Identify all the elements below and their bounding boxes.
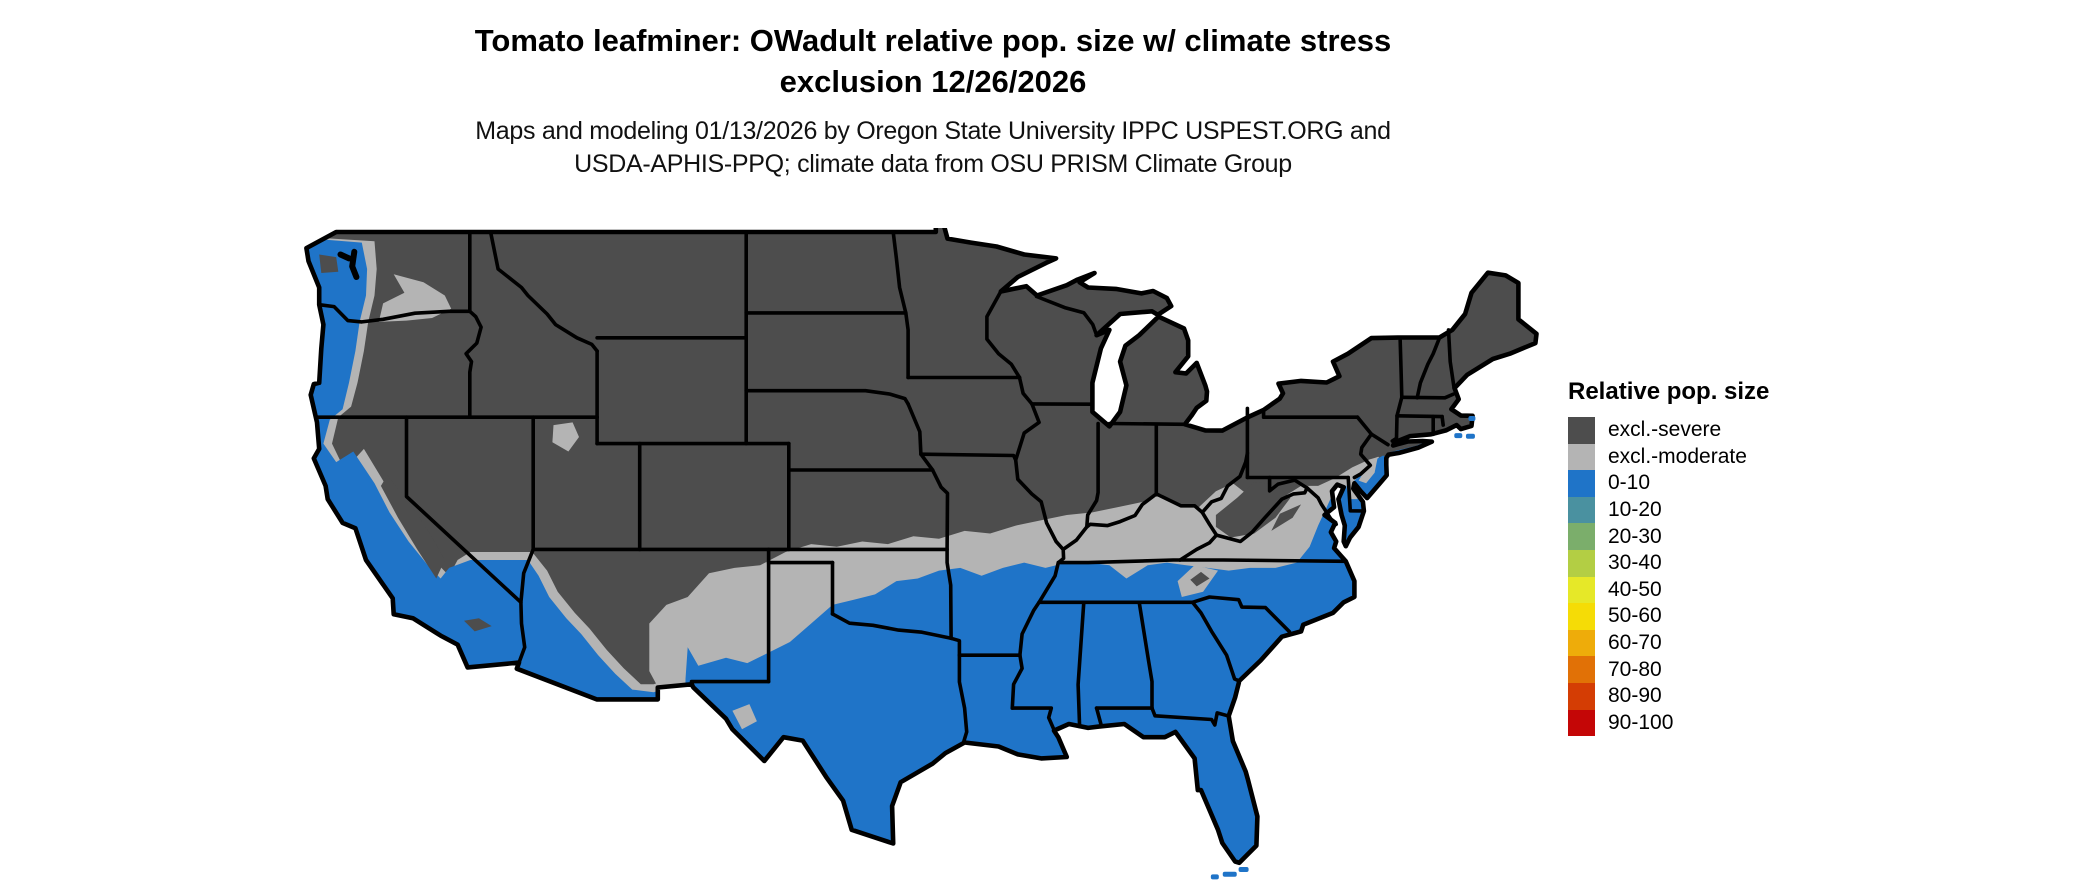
island-dot <box>1238 866 1249 872</box>
map-subtitle-line2: USDA-APHIS-PPQ; climate data from OSU PR… <box>574 150 1292 178</box>
legend-label: 10-20 <box>1608 498 1662 522</box>
legend-swatch <box>1568 549 1595 577</box>
map-subtitle: Maps and modeling 01/13/2026 by Oregon S… <box>0 115 1866 181</box>
legend-label: excl.-severe <box>1608 418 1722 442</box>
legend-row: 10-20 <box>1568 496 1828 524</box>
legend-swatch <box>1568 417 1595 444</box>
legend-row: 0-10 <box>1568 470 1828 497</box>
legend-swatch <box>1568 523 1595 550</box>
legend-row: 50-60 <box>1568 603 1828 630</box>
legend-row: excl.-moderate <box>1568 443 1828 471</box>
legend-row: 90-100 <box>1568 709 1828 737</box>
legend-row: excl.-severe <box>1568 417 1828 444</box>
island-dot <box>1465 433 1475 439</box>
island-dot <box>1454 433 1463 439</box>
legend-label: 80-90 <box>1608 684 1662 708</box>
legend-label: 50-60 <box>1608 604 1662 628</box>
island-dot <box>1210 874 1219 880</box>
legend-swatch <box>1568 496 1595 524</box>
legend-label: 20-30 <box>1608 524 1662 548</box>
legend-label: excl.-moderate <box>1608 444 1747 468</box>
map-subtitle-line1: Maps and modeling 01/13/2026 by Oregon S… <box>475 117 1391 145</box>
legend-title: Relative pop. size <box>1568 378 1770 405</box>
legend-swatch <box>1568 603 1595 630</box>
legend-row: 80-90 <box>1568 682 1828 710</box>
legend-row: 70-80 <box>1568 656 1828 683</box>
legend-swatch <box>1568 682 1595 710</box>
legend-swatch <box>1568 656 1595 683</box>
legend-label: 0-10 <box>1608 471 1651 495</box>
legend-swatch <box>1568 576 1595 604</box>
legend-label: 90-100 <box>1608 710 1674 734</box>
island-dot <box>1222 871 1237 877</box>
legend-swatch <box>1568 629 1595 657</box>
island-dot <box>1468 415 1476 421</box>
legend-row: 30-40 <box>1568 549 1828 577</box>
legend-label: 40-50 <box>1608 577 1662 601</box>
title-block: Tomato leafminer: OWadult relative pop. … <box>0 20 1866 181</box>
legend-swatch <box>1568 443 1595 471</box>
legend-swatch <box>1568 470 1595 497</box>
us-coast-outline <box>304 219 1539 866</box>
legend-label: 30-40 <box>1608 551 1662 575</box>
legend-swatch <box>1568 709 1595 737</box>
legend-label: 70-80 <box>1608 657 1662 681</box>
us-choropleth-map <box>300 219 1545 883</box>
legend-label: 60-70 <box>1608 631 1662 655</box>
map-title-line2: exclusion 12/26/2026 <box>779 64 1087 99</box>
legend: Relative pop. size excl.-severe excl.-mod… <box>1568 378 1828 737</box>
map-title-line1: Tomato leafminer: OWadult relative pop. … <box>474 23 1392 58</box>
legend-row: 60-70 <box>1568 629 1828 657</box>
legend-rows: excl.-severe excl.-moderate 0-10 10-20 20-30… <box>1568 417 1828 737</box>
legend-row: 20-30 <box>1568 523 1828 550</box>
us-map-svg <box>304 219 1539 880</box>
legend-row: 40-50 <box>1568 576 1828 604</box>
